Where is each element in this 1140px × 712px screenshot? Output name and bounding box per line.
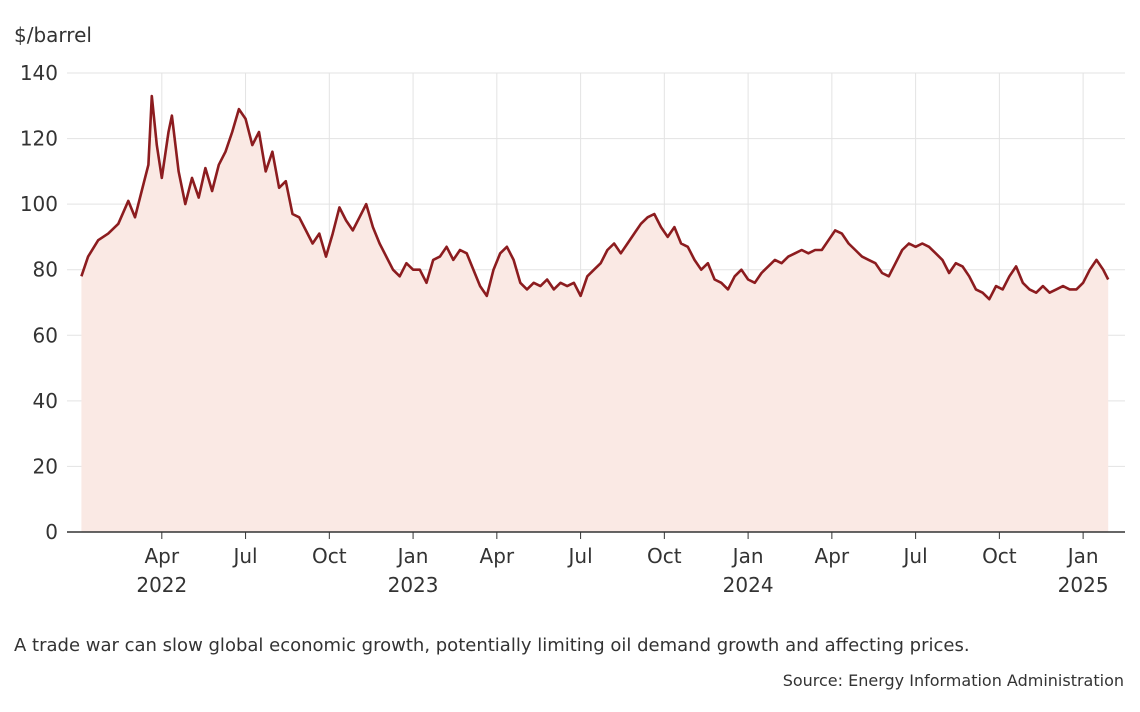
y-tick-label: 100 [20,192,58,216]
x-tick-label: Apr [480,544,515,568]
x-tick-label: Oct [312,544,347,568]
x-tick-label: Jul [231,544,257,568]
x-tick-label: Jan [731,544,764,568]
area [81,96,1109,532]
y-tick-label: 20 [33,454,58,478]
x-tick-label: Oct [982,544,1017,568]
x-year-label: 2022 [136,573,187,597]
y-tick-label: 0 [45,520,58,544]
line [80,94,1110,301]
y-tick-label: 40 [33,389,58,413]
x-tick-label: Oct [647,544,682,568]
x-tick-label: Apr [145,544,180,568]
x-year-label: 2024 [723,573,774,597]
y-tick-label: 140 [20,61,58,85]
x-tick-label: Jul [567,544,593,568]
x-tick-label: Apr [815,544,850,568]
source: Source: Energy Information Administratio… [783,671,1124,690]
y-tick-label: 60 [33,323,58,347]
x-tick-label: Jan [396,544,429,568]
x-tick-label: Jan [1066,544,1099,568]
x-year-label: 2025 [1058,573,1109,597]
y-unit: $/barrel [14,23,92,47]
caption: A trade war can slow global economic gro… [14,635,970,656]
y-tick-label: 80 [33,258,58,282]
x-year-label: 2023 [388,573,439,597]
y-tick-label: 120 [20,127,58,151]
x-tick-label: Jul [902,544,928,568]
